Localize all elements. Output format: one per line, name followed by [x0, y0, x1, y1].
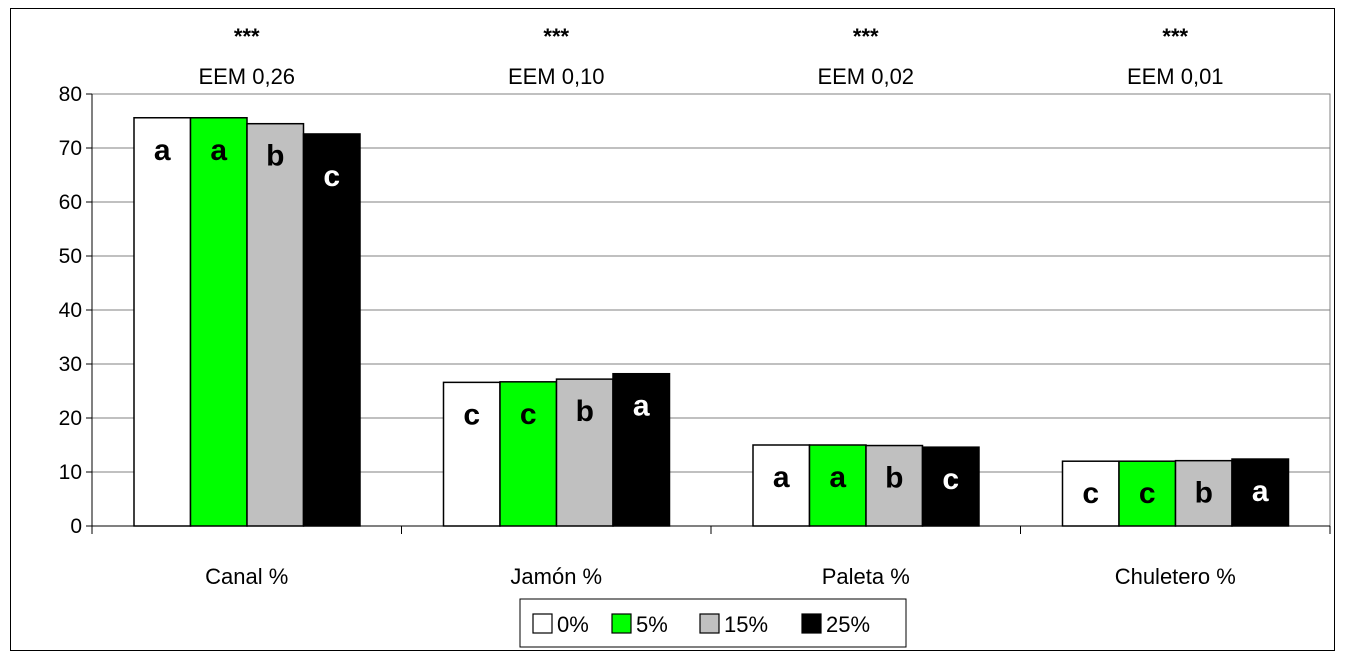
bar — [921, 446, 980, 527]
legend-swatch — [532, 613, 553, 634]
bar — [1174, 459, 1233, 527]
bar — [555, 378, 614, 527]
bar-letter-label: c — [463, 398, 480, 431]
bar-letter-label: c — [1139, 477, 1156, 510]
bar-letter-label: b — [885, 462, 903, 495]
eem-label: EEM 0,01 — [1127, 64, 1224, 89]
eem-label: EEM 0,26 — [198, 64, 295, 89]
significance-stars: *** — [1162, 24, 1188, 49]
y-tick-label: 20 — [59, 407, 82, 430]
significance-stars: *** — [543, 24, 569, 49]
y-tick-label: 0 — [70, 515, 82, 538]
y-tick-label: 60 — [59, 191, 82, 214]
bar-letter-label: c — [1082, 477, 1099, 510]
bar-letter-label: c — [520, 398, 537, 431]
legend-label: 25% — [826, 612, 870, 637]
bar-letter-label: a — [210, 134, 227, 167]
bar — [133, 117, 192, 527]
significance-annotations: *** EEM 0,26 *** EEM 0,10 *** EEM 0,02 *** EEM … — [198, 24, 1223, 89]
x-category-label: Canal % — [205, 564, 288, 589]
legend: 0% 5% 15% 25% — [519, 598, 907, 648]
x-category-label: Paleta % — [822, 564, 910, 589]
legend-swatch — [699, 613, 720, 634]
x-category-label: Jamón % — [510, 564, 602, 589]
bar-letter-label: b — [576, 395, 594, 428]
significance-stars: *** — [853, 24, 879, 49]
y-tick-label: 80 — [59, 83, 82, 106]
legend-label: 15% — [724, 612, 768, 637]
bar-letter-label: b — [1195, 477, 1213, 510]
bar-letter-label: b — [266, 140, 284, 173]
bar-letter-label: a — [829, 461, 846, 494]
legend-label: 0% — [557, 612, 589, 637]
legend-label: 5% — [636, 612, 668, 637]
bar — [612, 372, 671, 527]
bar — [442, 381, 501, 527]
y-tick-label: 10 — [59, 461, 82, 484]
y-tick-label: 30 — [59, 353, 82, 376]
bar — [1231, 458, 1290, 527]
eem-label: EEM 0,10 — [508, 64, 605, 89]
bar-letter-label: c — [323, 160, 340, 193]
bar — [302, 133, 361, 527]
y-tick-label: 70 — [59, 137, 82, 160]
bar-letter-label: a — [154, 134, 171, 167]
bar-letter-label: a — [1252, 475, 1269, 508]
legend-swatch — [611, 613, 632, 634]
bar — [808, 444, 867, 527]
bar — [499, 381, 558, 527]
y-tick-label: 50 — [59, 245, 82, 268]
bar — [189, 117, 248, 527]
bars: a c a c a c a c b b b b c a c a — [133, 117, 1290, 527]
bar-letter-label: c — [942, 463, 959, 496]
significance-stars: *** — [234, 24, 260, 49]
x-category-label: Chuletero % — [1115, 564, 1236, 589]
bar — [246, 122, 305, 527]
axes: 0 10 20 30 40 50 60 70 80 Canal % Jamón % Paleta % C… — [59, 83, 1331, 589]
legend-swatch — [801, 613, 822, 634]
y-tick-label: 40 — [59, 299, 82, 322]
eem-label: EEM 0,02 — [817, 64, 914, 89]
bar-letter-label: a — [633, 390, 650, 423]
bar-letter-label: a — [773, 461, 790, 494]
bar — [1061, 460, 1120, 527]
